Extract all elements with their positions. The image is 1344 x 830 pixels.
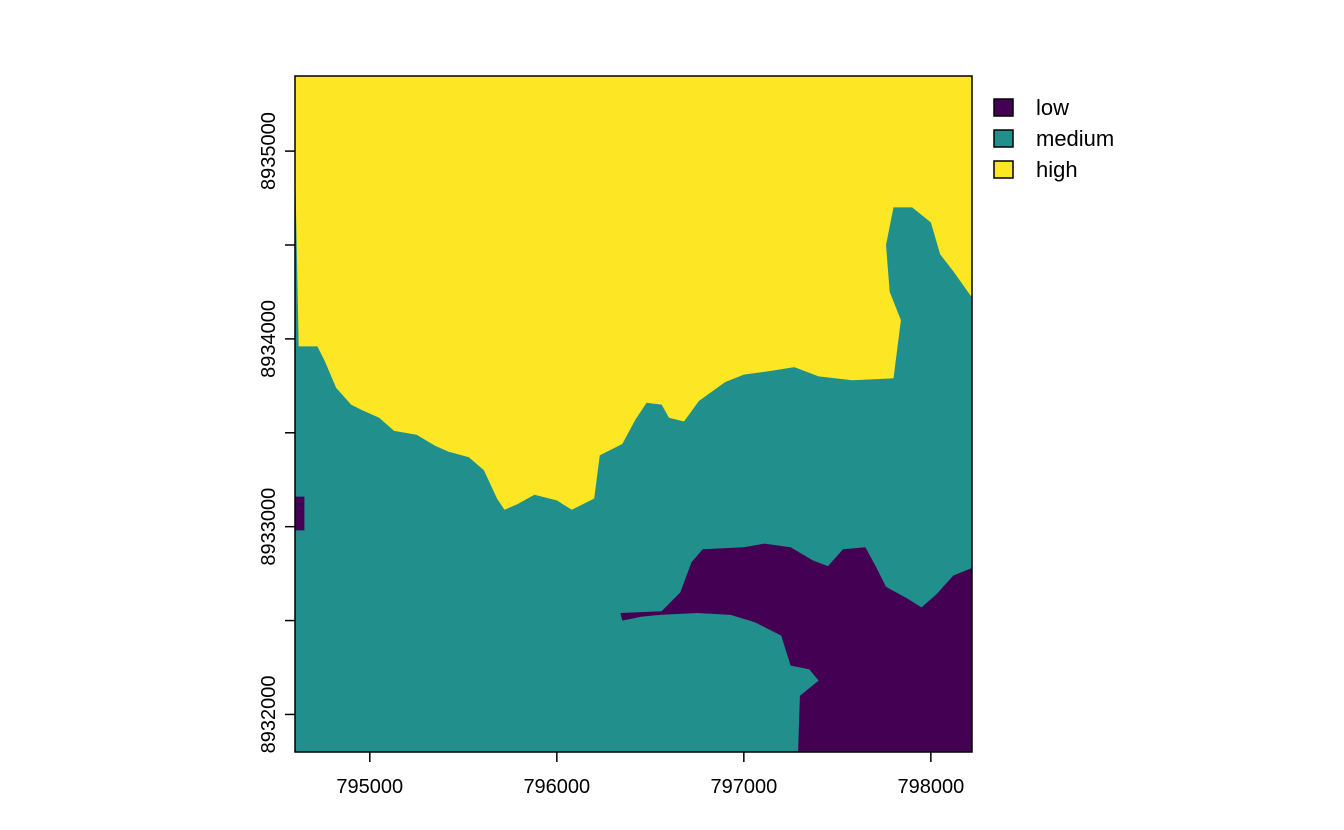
y-axis: 8932000 8933000 8934000 8935000: [258, 112, 295, 753]
x-tick-label: 798000: [897, 776, 964, 798]
legend-swatch-low: [993, 98, 1014, 117]
legend-swatch-medium: [993, 129, 1014, 148]
legend-label-low: low: [1036, 95, 1069, 120]
legend: low medium high: [993, 95, 1114, 182]
y-tick-label: 8934000: [258, 300, 280, 378]
x-tick-label: 797000: [710, 776, 777, 798]
plot-frame: [294, 75, 973, 753]
legend-label-medium: medium: [1036, 126, 1114, 151]
y-tick-label: 8933000: [258, 488, 280, 566]
raster-low-edge-patch: [295, 496, 305, 531]
x-tick-label: 795000: [336, 776, 403, 798]
legend-label-high: high: [1036, 157, 1078, 182]
raster-high-region: [295, 76, 972, 510]
x-axis: 795000 796000 797000 798000: [336, 752, 964, 798]
raster-low-region: [620, 543, 972, 752]
y-tick-label: 8932000: [258, 676, 280, 754]
y-tick-label: 8935000: [258, 112, 280, 190]
x-tick-label: 796000: [523, 776, 590, 798]
legend-swatch-high: [993, 160, 1014, 179]
